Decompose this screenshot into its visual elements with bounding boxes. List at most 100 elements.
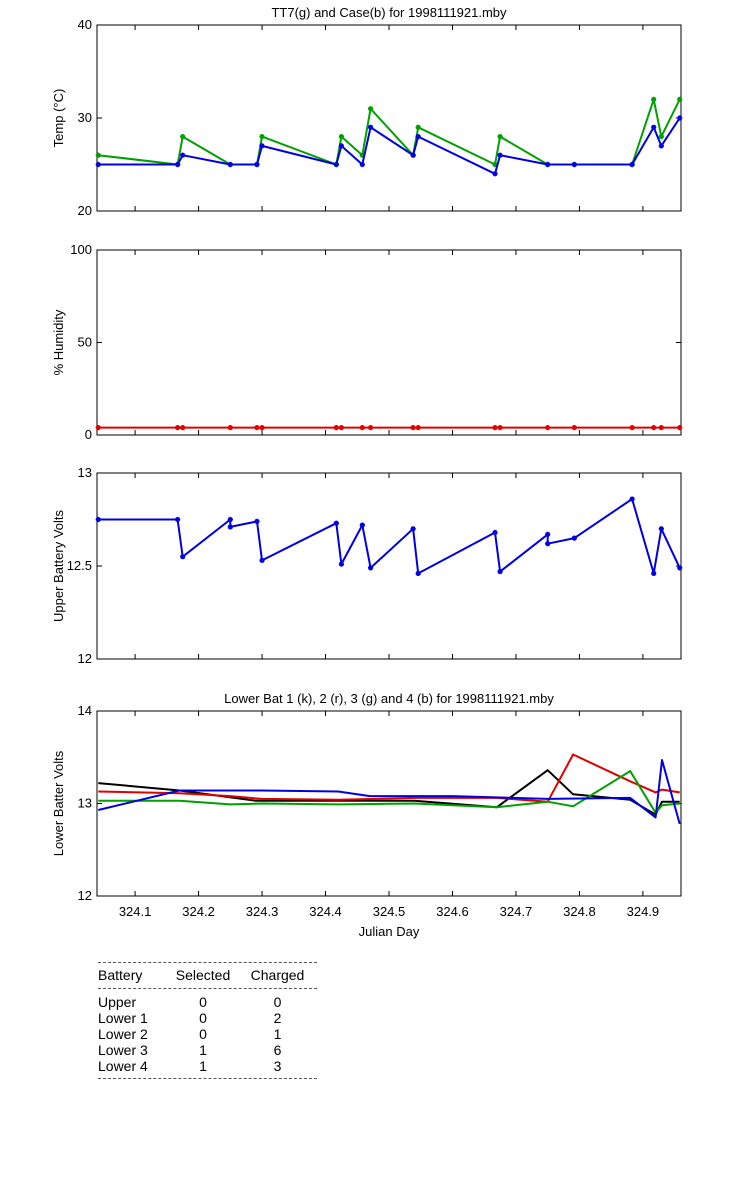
data-point-marker	[415, 425, 421, 431]
battery-name: Lower 3	[98, 1042, 148, 1058]
y-axis-label: % Humidity	[51, 309, 66, 375]
battery-name: Lower 2	[98, 1026, 148, 1042]
x-tick-label: 324.2	[182, 904, 215, 919]
data-point-marker	[492, 171, 498, 177]
table-rule-mid	[98, 988, 317, 989]
data-point-marker	[571, 425, 577, 431]
table-header-row: Battery Selected Charged	[98, 963, 317, 988]
selected-count: 0	[199, 994, 207, 1010]
y-tick-label: 14	[78, 703, 92, 718]
data-point-marker	[571, 535, 577, 541]
data-point-marker	[492, 529, 498, 536]
data-point-marker	[175, 161, 181, 168]
data-point-marker	[492, 161, 498, 168]
data-point-marker	[415, 124, 421, 130]
data-point-marker	[497, 425, 503, 431]
data-point-marker	[677, 115, 683, 121]
data-point-marker	[359, 161, 365, 168]
data-point-marker	[180, 554, 186, 560]
data-point-marker	[629, 161, 635, 168]
x-tick-label: 324.5	[373, 904, 406, 919]
data-point-marker	[677, 425, 683, 431]
charts-canvas: 20 30 40 TT7(g) and Case(b) for 1998111921.…	[51, 5, 683, 939]
series-line-0	[98, 769, 680, 816]
data-point-marker	[333, 161, 339, 168]
x-tick-label: 324.1	[119, 904, 152, 919]
data-point-marker	[651, 425, 657, 431]
plot-frame	[96, 24, 682, 212]
x-tick-label: 324.8	[563, 904, 596, 919]
x-tick-label: 324.6	[436, 904, 469, 919]
data-point-marker	[338, 134, 344, 140]
data-point-marker	[658, 425, 664, 431]
data-point-marker	[95, 152, 101, 158]
table-row: Lower 3 1 6	[98, 1042, 317, 1058]
y-tick-label: 0	[85, 427, 92, 442]
data-point-marker	[359, 152, 365, 158]
data-point-marker	[175, 516, 181, 523]
x-tick-label: 324.9	[627, 904, 660, 919]
y-tick-label: 13	[78, 465, 92, 480]
series-line-3	[98, 759, 681, 825]
data-point-marker	[410, 152, 416, 158]
data-point-marker	[333, 520, 339, 526]
data-point-marker	[367, 124, 374, 130]
header-charged: Charged	[250, 967, 305, 983]
data-point-marker	[259, 143, 265, 149]
data-point-marker	[333, 425, 339, 431]
data-point-marker	[227, 425, 233, 431]
data-point-marker	[410, 526, 416, 532]
charged-count: 3	[273, 1058, 282, 1074]
charged-count: 2	[273, 1010, 282, 1026]
plot-frame	[96, 249, 682, 436]
data-point-marker	[227, 161, 233, 168]
y-tick-label: 40	[78, 17, 92, 32]
data-point-marker	[497, 568, 503, 575]
data-point-marker	[677, 565, 683, 571]
data-point-marker	[651, 570, 657, 577]
data-point-marker	[227, 524, 233, 530]
data-point-marker	[359, 522, 365, 528]
data-point-marker	[175, 425, 181, 431]
data-point-marker	[227, 516, 233, 523]
table-rule-bottom	[98, 1078, 317, 1079]
data-point-marker	[367, 425, 374, 431]
battery-name: Lower 4	[98, 1058, 148, 1074]
data-point-marker	[415, 570, 421, 577]
data-point-marker	[571, 161, 577, 168]
selected-count: 0	[199, 1010, 207, 1026]
data-point-marker	[367, 106, 374, 112]
data-point-marker	[497, 134, 503, 140]
data-point-marker	[338, 561, 344, 567]
selected-count: 0	[199, 1026, 207, 1042]
y-tick-label: 12	[78, 651, 92, 666]
charged-count: 1	[273, 1026, 282, 1042]
table-row: Lower 4 1 3	[98, 1058, 317, 1074]
table-row: Lower 2 0 1	[98, 1026, 317, 1042]
header-selected: Selected	[175, 967, 231, 983]
data-point-marker	[658, 143, 664, 149]
x-tick-label: 324.3	[246, 904, 279, 919]
data-point-marker	[254, 161, 260, 168]
data-point-marker	[367, 565, 374, 571]
y-axis-label: Upper Battery Volts	[51, 510, 66, 622]
table-row: Lower 1 0 2	[98, 1010, 317, 1026]
charged-count: 6	[273, 1042, 282, 1058]
data-point-marker	[545, 161, 551, 168]
data-point-marker	[359, 425, 365, 431]
header-battery: Battery	[98, 967, 143, 983]
series-line-0	[98, 498, 681, 575]
y-axis-label: Temp (°C)	[51, 89, 66, 148]
table-body: Upper 0 0 Lower 1 0 2 Lower 2 0 1 Lower …	[98, 989, 317, 1078]
series-line-1	[98, 117, 681, 175]
battery-name: Upper	[98, 994, 137, 1010]
data-point-marker	[658, 526, 664, 532]
data-point-marker	[651, 96, 657, 102]
data-point-marker	[497, 152, 503, 158]
x-tick-label: 324.4	[309, 904, 342, 919]
y-tick-label: 12.5	[67, 558, 92, 573]
charged-count: 0	[273, 994, 282, 1010]
data-point-marker	[410, 425, 416, 431]
plot-frame	[96, 472, 682, 660]
chart-title: Lower Bat 1 (k), 2 (r), 3 (g) and 4 (b) …	[224, 691, 554, 706]
